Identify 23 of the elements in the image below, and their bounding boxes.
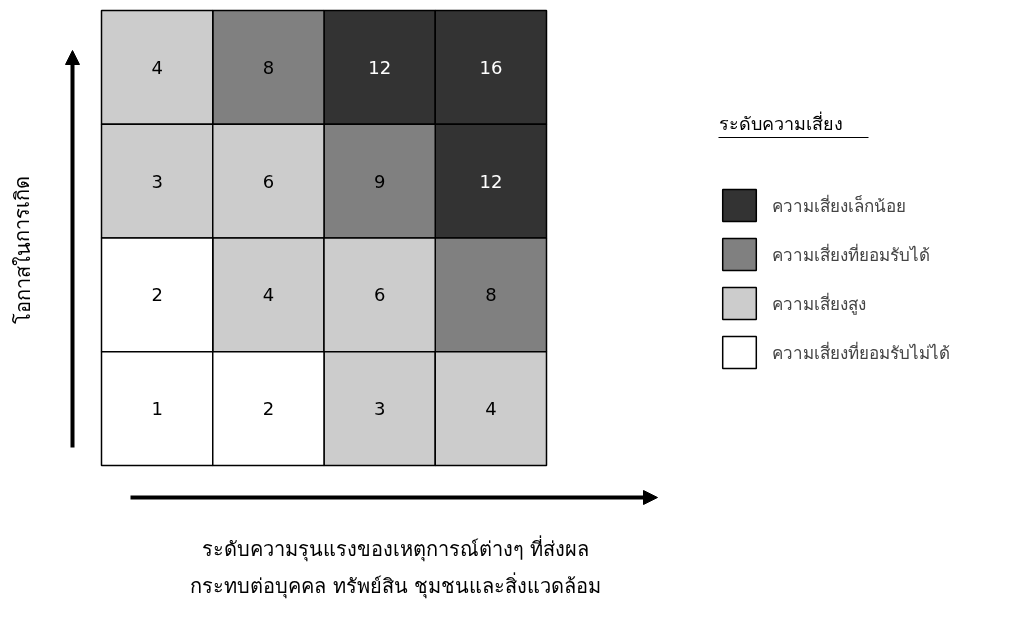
- data-label: 2: [262, 398, 275, 420]
- data-label: 8: [485, 284, 497, 306]
- data-label: 6: [373, 284, 386, 306]
- data-label: 9: [373, 170, 386, 192]
- data-label: 12: [479, 170, 503, 192]
- data-label: 12: [368, 56, 392, 78]
- data-label: 1: [151, 398, 163, 420]
- data-label: 4: [485, 398, 497, 420]
- legend-title: ระดับความเสี่ยง: [718, 111, 843, 134]
- legend-label: ความเสี่ยงสูง: [772, 291, 866, 317]
- data-label: 3: [373, 398, 386, 420]
- data-label: 2: [151, 284, 163, 306]
- legend-label: ความเสี่ยงที่ยอมรับไม่ได้: [772, 340, 950, 365]
- y-axis-title: โอกาสในการเกิด: [10, 176, 35, 325]
- data-label: 16: [479, 56, 503, 78]
- data-label: 4: [151, 56, 163, 78]
- data-label: 6: [262, 170, 275, 192]
- data-label: 4: [262, 284, 275, 306]
- x-axis-title: ระดับความรุนแรงของเหตุการณ์ต่างๆ ที่ส่งผล กระทบต่อบุคคล ทรัพย์สิน ชุมชนและสิ่งแวดล้อม: [190, 534, 601, 599]
- legend-label: ความเสี่ยงที่ยอมรับได้: [772, 242, 930, 267]
- data-label: 3: [151, 170, 163, 192]
- data-label: 8: [262, 56, 275, 78]
- legend-label: ความเสี่ยงเล็กน้อย: [772, 193, 906, 218]
